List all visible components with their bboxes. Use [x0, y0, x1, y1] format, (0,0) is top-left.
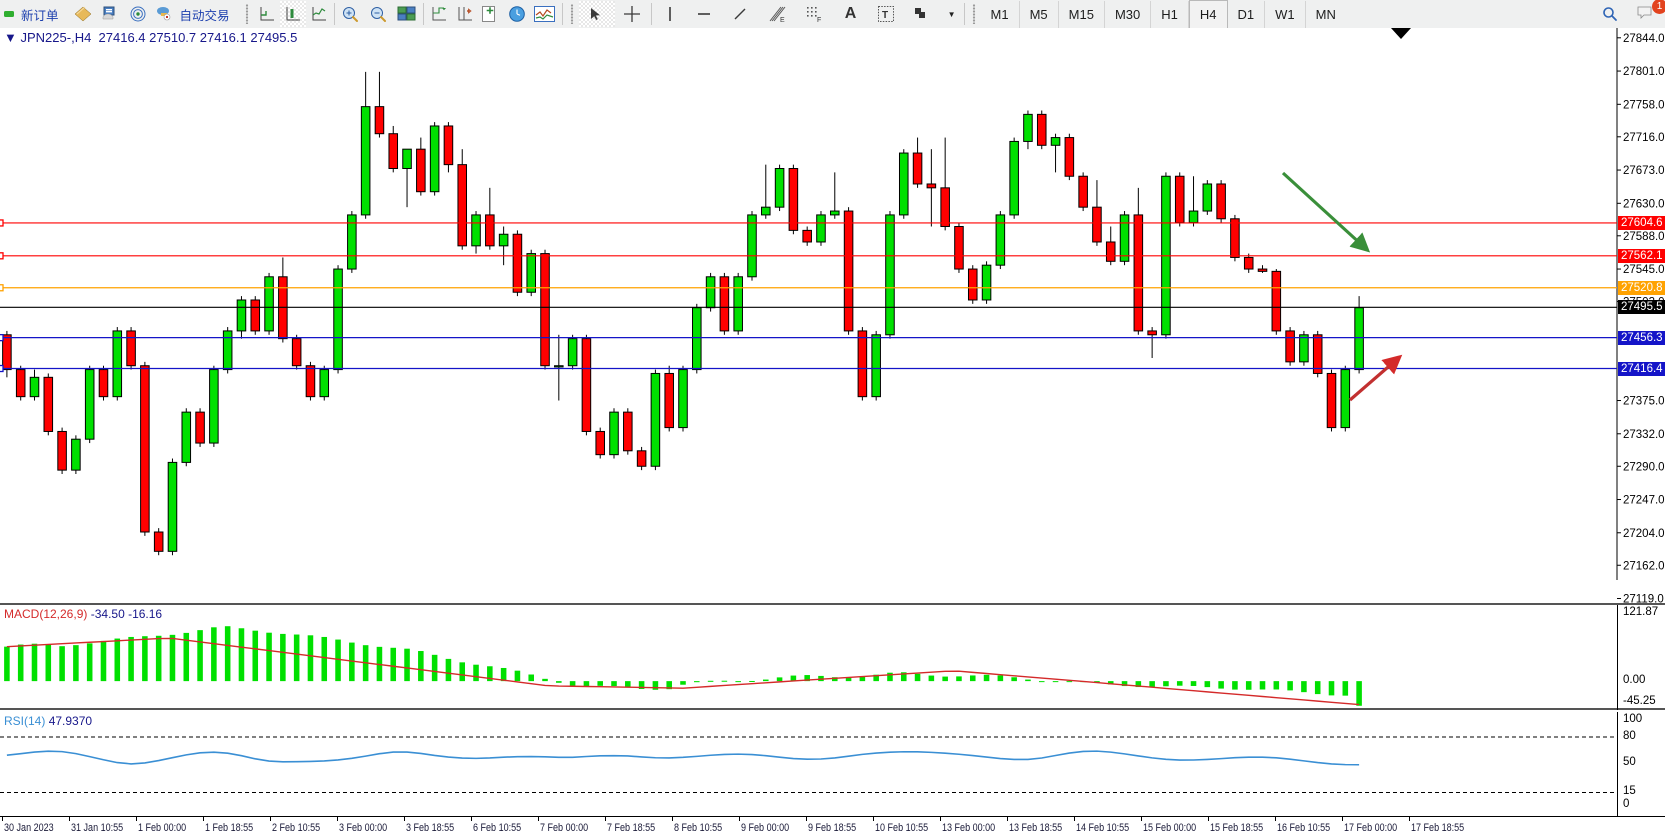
svg-text:E: E	[780, 17, 785, 23]
svg-text:T: T	[882, 10, 888, 21]
svg-text:F: F	[817, 17, 821, 23]
